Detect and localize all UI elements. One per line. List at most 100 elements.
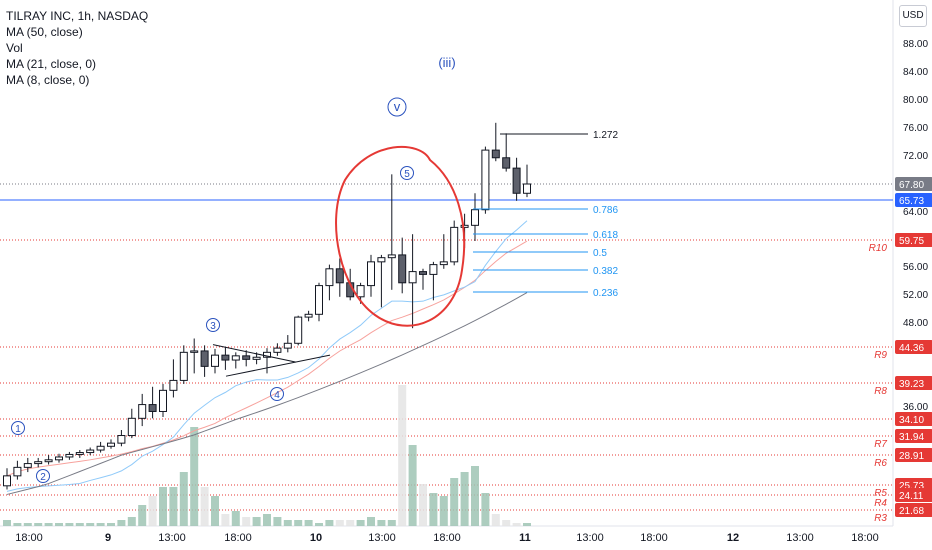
- wave-label-circle: [400, 166, 414, 180]
- candle-body: [148, 404, 157, 412]
- price-label-text: 25.73: [899, 481, 924, 492]
- wave-label-circle: [206, 318, 220, 332]
- price-label-text: 39.23: [899, 379, 924, 390]
- candle-body: [179, 351, 188, 381]
- volume-bar: [481, 493, 490, 526]
- volume-bar: [283, 520, 292, 526]
- price-tick-label: 80.00: [903, 95, 928, 106]
- pennant-lower-line: [225, 354, 331, 377]
- candle-body: [512, 167, 521, 194]
- price-label-badge: [895, 412, 932, 426]
- level-name-label: R6: [874, 458, 887, 469]
- fib-level-label: 0.5: [593, 248, 607, 259]
- volume-bar: [387, 520, 396, 526]
- candle-body: [367, 261, 375, 287]
- volume-bar: [231, 511, 240, 526]
- volume-bar: [107, 523, 115, 526]
- volume-bar: [252, 517, 261, 526]
- volume-bar: [117, 520, 126, 526]
- candle-body: [429, 264, 438, 275]
- indicator-ma50[interactable]: MA (50, close): [6, 25, 83, 39]
- volume-bar: [138, 505, 147, 526]
- price-tick-label: 64.00: [903, 207, 928, 218]
- wave-label-circle: [387, 97, 407, 117]
- price-label-text: 44.36: [899, 343, 924, 354]
- wave-label-circle: [270, 387, 284, 401]
- price-label-badge: [895, 177, 932, 191]
- time-axis-label: 13:00: [786, 532, 814, 544]
- volume-bar: [169, 487, 178, 526]
- time-axis-label: 11: [519, 532, 531, 544]
- time-axis-label: 18:00: [433, 532, 461, 544]
- volume-bar: [3, 520, 11, 526]
- candle-body: [377, 257, 386, 263]
- candle-body: [439, 261, 448, 266]
- price-tick-label: 36.00: [903, 402, 928, 413]
- time-axis-label: 18:00: [15, 532, 43, 544]
- volume-bar: [325, 520, 334, 526]
- pennant-upper-line: [212, 344, 297, 363]
- candle-body: [273, 347, 282, 353]
- ma21-line: [6, 240, 528, 477]
- candle-body: [44, 459, 53, 463]
- candle-body: [263, 351, 271, 358]
- price-label-badge: [895, 429, 932, 443]
- fib-level-label: 0.382: [593, 266, 618, 277]
- volume-bar: [304, 520, 313, 526]
- indicator-volume[interactable]: Vol: [6, 41, 23, 55]
- level-name-label: R3: [874, 513, 887, 524]
- candle-body: [283, 342, 292, 349]
- ma8-line: [6, 220, 528, 492]
- indicator-ma21[interactable]: MA (21, close, 0): [6, 57, 97, 71]
- candle-body: [169, 379, 178, 391]
- wave-label-circle: [36, 469, 50, 483]
- volume-bar: [23, 523, 32, 526]
- time-axis-label: 9: [105, 532, 111, 544]
- fib-level-label: 0.236: [593, 288, 618, 299]
- time-axis-label: 10: [310, 532, 322, 544]
- price-tick-label: 48.00: [903, 318, 928, 329]
- candle-body: [117, 435, 126, 444]
- candle-body: [294, 316, 303, 344]
- candle-body: [398, 254, 407, 284]
- candle-body: [252, 356, 261, 360]
- wave-label: v: [394, 99, 401, 114]
- volume-bar: [211, 496, 219, 526]
- volume-bar: [200, 487, 209, 526]
- candle-body: [335, 268, 344, 284]
- price-label-text: 28.91: [899, 451, 924, 462]
- volume-bar: [13, 523, 22, 526]
- price-label-badge: [895, 193, 932, 207]
- candle-body: [96, 445, 105, 451]
- candle-body: [65, 453, 74, 458]
- volume-bar: [346, 520, 355, 526]
- price-label-badge: [895, 448, 932, 462]
- candle-body: [3, 475, 11, 487]
- volume-bar: [367, 517, 375, 526]
- volume-bar: [242, 517, 251, 526]
- level-name-label: R7: [874, 439, 887, 450]
- symbol-title[interactable]: TILRAY INC, 1h, NASDAQ: [6, 9, 149, 23]
- volume-bar: [44, 523, 53, 526]
- wave-label-circle: [11, 421, 25, 435]
- currency-button[interactable]: USD: [899, 5, 927, 27]
- price-label-text: 59.75: [899, 236, 924, 247]
- candle-body: [211, 354, 219, 367]
- price-label-badge: [895, 233, 932, 247]
- volume-bar: [221, 514, 230, 526]
- volume-bar: [523, 523, 531, 526]
- indicator-ma8[interactable]: MA (8, close, 0): [6, 73, 90, 87]
- wave-label: 2: [40, 472, 46, 483]
- volume-bar: [148, 496, 157, 526]
- volume-bar: [335, 520, 344, 526]
- candle-body: [231, 355, 240, 361]
- volume-bar: [315, 523, 323, 526]
- volume-bar: [502, 520, 511, 526]
- wave-label: 4: [274, 390, 280, 401]
- price-label-badge: [895, 376, 932, 390]
- candle-body: [138, 404, 147, 419]
- time-axis-label: 12: [727, 532, 739, 544]
- price-tick-label: 72.00: [903, 151, 928, 162]
- level-name-label: R5: [874, 488, 887, 499]
